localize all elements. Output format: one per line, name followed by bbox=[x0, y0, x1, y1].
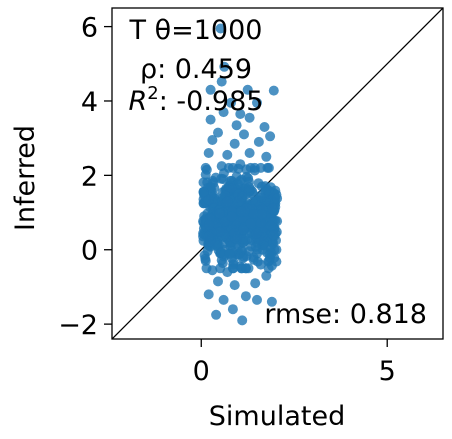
scatter-points bbox=[198, 23, 283, 326]
scatter-point bbox=[246, 241, 257, 252]
scatter-point bbox=[202, 246, 213, 257]
scatter-point bbox=[226, 97, 236, 108]
scatter-point bbox=[236, 206, 247, 217]
scatter-point bbox=[198, 187, 209, 198]
scatter-point bbox=[240, 291, 251, 302]
scatter-point bbox=[219, 216, 230, 227]
scatter-point bbox=[204, 219, 215, 230]
scatter-point bbox=[218, 294, 229, 305]
scatter-point bbox=[259, 122, 270, 132]
scatter-point bbox=[203, 194, 214, 205]
scatter-point bbox=[266, 296, 277, 307]
scatter-point bbox=[262, 162, 273, 173]
scatter-point bbox=[267, 203, 278, 214]
scatter-point bbox=[205, 182, 216, 193]
x-tick-label: 5 bbox=[379, 356, 396, 387]
scatter-point bbox=[205, 114, 216, 125]
x-axis-title: Simulated bbox=[209, 401, 345, 432]
scatter-point bbox=[249, 165, 260, 176]
scatter-point bbox=[214, 208, 225, 219]
scatter-point bbox=[222, 196, 233, 207]
scatter-point bbox=[268, 85, 279, 96]
identity-line bbox=[112, 8, 443, 339]
scatter-point bbox=[263, 263, 274, 274]
rho-annotation: ρ: 0.459 bbox=[140, 54, 252, 85]
scatter-point bbox=[218, 174, 229, 185]
scatter-point bbox=[198, 177, 209, 188]
scatter-point bbox=[265, 131, 276, 142]
y-axis-title: Inferred bbox=[10, 125, 41, 231]
scatter-point bbox=[261, 151, 272, 162]
scatter-point bbox=[235, 109, 246, 119]
scatter-point bbox=[203, 231, 214, 242]
scatter-point bbox=[224, 248, 235, 259]
scatter-point bbox=[219, 61, 230, 72]
scatter-point bbox=[218, 107, 229, 118]
scatter-point bbox=[203, 148, 214, 158]
scatter-point bbox=[256, 192, 267, 203]
scatter-point bbox=[222, 149, 233, 160]
scatter-point bbox=[252, 97, 262, 108]
y-tick-label: 6 bbox=[81, 13, 98, 44]
scatter-point bbox=[231, 171, 242, 182]
scatter-point bbox=[250, 278, 261, 289]
scatter-point bbox=[211, 309, 222, 320]
scatter-point bbox=[227, 162, 238, 173]
y-tick-label: 0 bbox=[81, 236, 98, 267]
scatter-point bbox=[241, 164, 252, 175]
scatter-point bbox=[256, 218, 267, 228]
title-annotation: T θ=1000 bbox=[129, 15, 263, 46]
scatter-point bbox=[240, 263, 251, 274]
scatter-point bbox=[244, 148, 255, 158]
y-tick-label: 2 bbox=[81, 161, 98, 192]
plot-frame bbox=[111, 7, 444, 340]
scatter-point bbox=[242, 84, 253, 95]
scatter-point bbox=[248, 254, 259, 265]
scatter-point bbox=[227, 304, 238, 315]
scatter-point bbox=[216, 76, 227, 87]
scatter-point bbox=[239, 129, 249, 140]
x-tick-label: 0 bbox=[193, 356, 210, 387]
y-tick-label: 4 bbox=[81, 87, 98, 118]
scatter-point bbox=[201, 263, 212, 274]
scatter-point bbox=[268, 230, 279, 241]
scatter-point bbox=[271, 256, 282, 267]
scatter-point bbox=[252, 294, 262, 305]
scatter-point bbox=[238, 224, 249, 235]
y-axis: −2 0 2 4 6 bbox=[58, 13, 112, 341]
scatter-point bbox=[227, 263, 238, 274]
scatter-point bbox=[229, 138, 240, 149]
scatter-point bbox=[213, 127, 223, 138]
scatter-point bbox=[231, 120, 242, 131]
scatter-point bbox=[266, 248, 277, 259]
scatter-point bbox=[233, 196, 244, 207]
scatter-point bbox=[253, 136, 264, 147]
scatter-point bbox=[207, 135, 218, 145]
scatter-point bbox=[213, 276, 223, 287]
scatter-point bbox=[261, 270, 272, 281]
scatter-point bbox=[237, 234, 248, 244]
scatter-point bbox=[244, 182, 255, 193]
scatter-point bbox=[272, 193, 283, 204]
r2-annotation: R2: -0.985 bbox=[129, 83, 264, 117]
scatter-point bbox=[265, 220, 276, 231]
scatter-point bbox=[245, 218, 256, 229]
y-tick-label: −2 bbox=[58, 310, 98, 341]
scatter-point bbox=[215, 23, 226, 34]
scatter-point bbox=[229, 280, 240, 291]
scatter-point bbox=[214, 226, 225, 237]
scatter-point bbox=[215, 263, 226, 274]
rmse-annotation: rmse: 0.818 bbox=[264, 299, 427, 330]
scatter-point bbox=[244, 112, 255, 123]
scatter-point bbox=[237, 315, 248, 326]
scatter-point bbox=[203, 289, 214, 300]
scatter-point bbox=[248, 209, 259, 219]
scatter-point bbox=[256, 209, 267, 220]
scatter-point bbox=[251, 228, 262, 239]
scatter-point bbox=[226, 211, 237, 222]
scatter-point bbox=[200, 169, 211, 180]
scatter-point bbox=[205, 84, 216, 95]
